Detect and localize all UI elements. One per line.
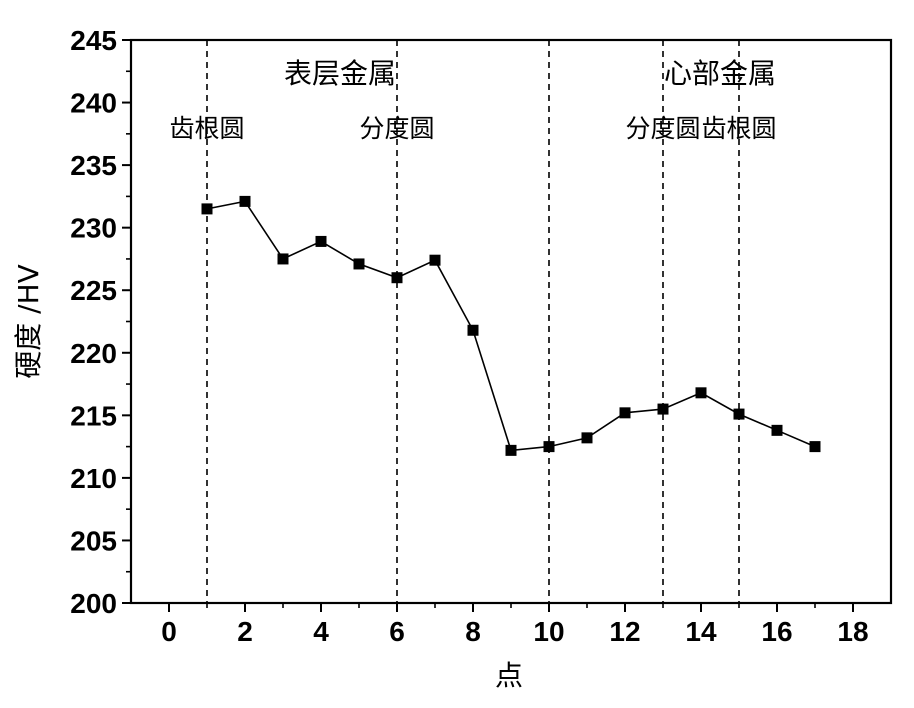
series-layer [201, 195, 821, 456]
data-point-17 [809, 441, 821, 453]
data-point-4 [315, 235, 327, 247]
region-label: 表层金属 [284, 57, 396, 90]
y-tick-label: 215 [70, 400, 117, 431]
reference-lines [206, 40, 740, 603]
x-tick-label: 6 [389, 616, 405, 647]
y-tick-label: 210 [70, 463, 117, 494]
x-axis-title: 点 [495, 659, 523, 692]
axes-layer [122, 38, 893, 612]
data-point-2 [239, 195, 251, 207]
x-tick-label: 2 [237, 616, 253, 647]
y-tick-label: 245 [70, 25, 117, 56]
reference-label: 齿根圆 [169, 114, 244, 143]
y-tick-label: 200 [70, 588, 117, 619]
y-tick-label: 240 [70, 88, 117, 119]
data-point-14 [695, 387, 707, 399]
data-point-5 [353, 258, 365, 270]
data-point-3 [277, 253, 289, 265]
reference-label: 齿根圆 [701, 114, 776, 143]
data-point-9 [505, 444, 517, 456]
data-point-1 [201, 203, 213, 215]
region-label: 心部金属 [664, 57, 776, 90]
data-point-10 [543, 441, 555, 453]
y-axis-title: 硬度 /HV [12, 264, 45, 379]
y-tick-label: 225 [70, 275, 117, 306]
x-tick-label: 14 [685, 616, 717, 647]
reference-label: 分度圆 [359, 114, 434, 143]
y-tick-label: 220 [70, 338, 117, 369]
data-point-12 [619, 407, 631, 419]
data-point-8 [467, 324, 479, 336]
data-point-6 [391, 272, 403, 284]
y-tick-label: 230 [70, 213, 117, 244]
y-tick-label: 205 [70, 525, 117, 556]
series-line [206, 200, 816, 452]
data-point-16 [771, 424, 783, 436]
data-point-15 [733, 408, 745, 420]
x-tick-label: 18 [837, 616, 868, 647]
data-point-11 [581, 432, 593, 444]
data-point-7 [429, 254, 441, 266]
x-tick-label: 0 [161, 616, 177, 647]
x-tick-label: 12 [609, 616, 640, 647]
reference-label: 分度圆 [625, 114, 700, 143]
x-tick-label: 8 [465, 616, 481, 647]
plot-frame [129, 38, 893, 605]
data-point-13 [657, 403, 669, 415]
x-tick-label: 4 [313, 616, 329, 647]
y-tick-label: 235 [70, 150, 117, 181]
x-tick-label: 10 [533, 616, 564, 647]
x-tick-label: 16 [761, 616, 792, 647]
